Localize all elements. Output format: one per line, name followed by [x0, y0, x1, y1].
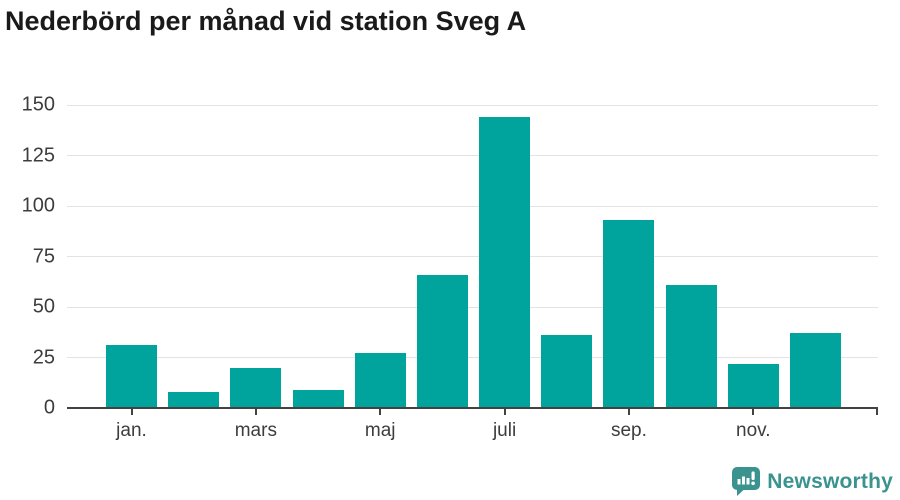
y-tick-label-0: 0 [43, 396, 55, 419]
bar-apr [292, 389, 344, 408]
x-tick-maj [379, 409, 382, 415]
bar-mars [230, 367, 282, 408]
bar-juli [479, 117, 531, 408]
y-tick-label-100: 100 [21, 194, 55, 217]
bar-maj [354, 353, 406, 408]
x-tick-label-maj: maj [364, 420, 396, 441]
x-tick-label-nov: nov. [736, 420, 771, 441]
x-axis-endcap [876, 407, 878, 415]
gridline-75 [67, 256, 878, 257]
bar-juni [416, 274, 468, 408]
newsworthy-icon [732, 467, 761, 496]
y-tick-label-25: 25 [32, 346, 55, 368]
x-tick-jan [130, 409, 133, 415]
gridline-50 [67, 306, 878, 308]
y-tick-label-75: 75 [32, 245, 55, 267]
bar-jan [106, 345, 157, 408]
y-tick-label-125: 125 [21, 144, 55, 166]
x-tick-label-juli: juli [492, 420, 517, 441]
gridline-100 [67, 205, 878, 207]
x-tick-label-mars: mars [234, 420, 277, 441]
gridline-125 [67, 155, 878, 156]
x-tick-nov [752, 409, 755, 415]
bar-okt [665, 284, 717, 408]
bar-dec [789, 333, 841, 408]
x-tick-label-sep: sep. [610, 420, 647, 441]
x-tick-label-jan: jan. [116, 420, 147, 441]
chart-title: Nederbörd per månad vid station Sveg A [5, 6, 527, 36]
gridline-150 [67, 104, 878, 106]
bar-aug [541, 335, 593, 408]
x-axis-line [67, 407, 878, 409]
x-tick-mars [254, 409, 257, 415]
bar-nov [727, 363, 779, 408]
x-tick-sep [627, 409, 630, 415]
newsworthy-logo[interactable]: Newsworthy [732, 467, 893, 496]
y-tick-label-50: 50 [32, 295, 55, 318]
plot-area [67, 104, 878, 408]
y-tick-label-150: 150 [21, 93, 55, 116]
newsworthy-wordmark: Newsworthy [767, 469, 893, 493]
gridline-25 [67, 357, 878, 358]
x-tick-juli [503, 409, 506, 415]
bar-feb [168, 391, 220, 408]
bar-sep [603, 220, 655, 408]
